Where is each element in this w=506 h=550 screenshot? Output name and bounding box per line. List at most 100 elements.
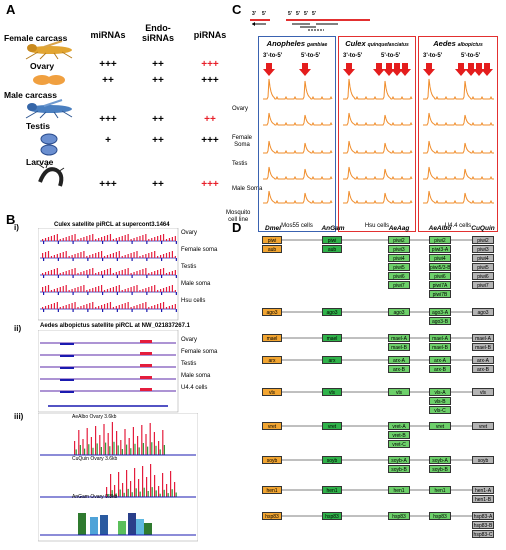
- coverage-bar: [142, 235, 144, 241]
- c-row-label: Testis: [232, 161, 248, 167]
- coverage-bar: [140, 388, 152, 391]
- coverage-bar: [80, 238, 82, 241]
- coverage-bar: [118, 521, 126, 535]
- endo-sirna-level: ++: [152, 59, 164, 70]
- coverage-bar: [112, 239, 114, 241]
- coverage-bar: [117, 445, 119, 455]
- gene-box-aeaag: mael-A: [388, 334, 410, 342]
- coverage-bar: [115, 306, 117, 309]
- gene-box-aealbo: piwi6: [429, 272, 451, 280]
- coverage-bar: [77, 287, 79, 292]
- coverage-bar: [133, 306, 135, 309]
- species-name: quinquefasciatus: [367, 42, 409, 48]
- coverage-bar: [148, 273, 150, 275]
- pirna-level: +++: [201, 179, 219, 190]
- coverage-bar: [159, 493, 161, 497]
- coverage-bar: [162, 473, 164, 497]
- coverage-bar: [175, 258, 177, 261]
- profile-line: [423, 112, 494, 126]
- coverage-bar: [95, 239, 97, 241]
- coverage-bar: [162, 430, 164, 455]
- coverage-bar: [124, 235, 126, 241]
- coverage-bar: [65, 251, 67, 258]
- ovary-coverage-tracks: [38, 413, 198, 542]
- coverage-bar: [100, 515, 108, 535]
- profile-line: [423, 140, 494, 154]
- coverage-bar: [106, 487, 108, 497]
- coverage-bar: [68, 270, 70, 275]
- peak-label-3to5: 3'-to-5': [263, 53, 283, 59]
- peak-label-3to5: 3'-to-5': [423, 53, 443, 59]
- coverage-bar: [133, 238, 135, 241]
- coverage-bar: [133, 286, 135, 292]
- coverage-bar: [131, 309, 133, 312]
- c-row-label: Female Soma: [232, 135, 253, 148]
- coverage-bar: [165, 307, 168, 309]
- coverage-bar: [115, 238, 117, 241]
- gene-box-aeaag: soyb-A: [388, 456, 410, 464]
- profile-line: [263, 140, 333, 154]
- coverage-bar: [50, 270, 53, 275]
- pairing-scheme: [250, 19, 370, 31]
- coverage-bar: [148, 307, 150, 309]
- coverage-bar: [57, 258, 59, 261]
- coverage-bar: [141, 425, 143, 455]
- gene-box-aeaag: soyb-B: [388, 465, 410, 473]
- track-label: Testis: [181, 361, 197, 367]
- coverage-bar: [89, 255, 91, 258]
- pirna-level: ++: [204, 114, 216, 125]
- coverage-bar: [47, 237, 50, 241]
- coverage-bar: [53, 303, 55, 309]
- phasing-profile: [263, 63, 333, 204]
- profile-line: [263, 190, 333, 204]
- coverage-bar: [109, 302, 112, 309]
- coverage-bar: [134, 443, 136, 455]
- gene-box-dmel: piwi: [262, 236, 282, 244]
- gene-box-dmel: hen1: [262, 486, 282, 494]
- coverage-bar: [101, 251, 103, 258]
- coverage-bar: [43, 258, 45, 261]
- gene-box-angam: mael: [322, 334, 342, 342]
- coverage-bar: [165, 287, 168, 292]
- profile-line: [343, 190, 413, 204]
- coverage-bar: [89, 235, 91, 241]
- coverage-bar: [72, 292, 74, 295]
- testis-icon: [40, 133, 58, 156]
- coverage-bar: [65, 285, 67, 292]
- panel-d-label: D: [232, 220, 242, 235]
- coverage-bar: [56, 268, 58, 275]
- coverage-bar: [142, 303, 144, 309]
- coverage-bar: [121, 449, 123, 455]
- cell-line-label: U4.4 cells: [444, 223, 472, 229]
- gene-box-cuquin: ago3: [472, 308, 494, 316]
- gene-box-dmel: aub: [262, 245, 282, 253]
- coverage-bar: [162, 268, 165, 275]
- coverage-bar: [160, 255, 162, 258]
- gene-box-cuquin: hen1-B: [472, 495, 494, 503]
- coverage-bar: [86, 270, 88, 275]
- coverage-bar: [175, 309, 177, 312]
- panel-a-row-label: Male carcass: [4, 90, 57, 100]
- coverage-bar: [60, 367, 74, 369]
- coverage-bar: [109, 288, 112, 292]
- species-name: albopictus: [457, 42, 483, 48]
- coverage-bar: [59, 273, 61, 275]
- coverage-bar: [111, 422, 113, 455]
- coverage-bar: [47, 305, 50, 309]
- coverage-bar: [80, 252, 82, 258]
- coverage-bar: [116, 275, 118, 278]
- coverage-bar: [96, 443, 98, 455]
- profile-line: [423, 190, 494, 204]
- coverage-bar: [87, 258, 89, 261]
- coverage-bar: [121, 236, 123, 241]
- gene-box-aeaag: vret-A: [388, 422, 410, 430]
- gene-box-aealbo: arx-B: [429, 365, 451, 373]
- species-box: Culex quinquefasciatus 3'-to-5' 5'-to-5' Hsu…: [338, 36, 416, 232]
- coverage-bar: [92, 447, 94, 455]
- coverage-bar: [92, 254, 94, 258]
- coverage-bar: [153, 432, 155, 455]
- coverage-bar: [42, 239, 44, 241]
- coverage-bar: [139, 256, 141, 258]
- panel-c-label: C: [232, 2, 242, 17]
- aedes-pircl-tracks: [38, 330, 179, 413]
